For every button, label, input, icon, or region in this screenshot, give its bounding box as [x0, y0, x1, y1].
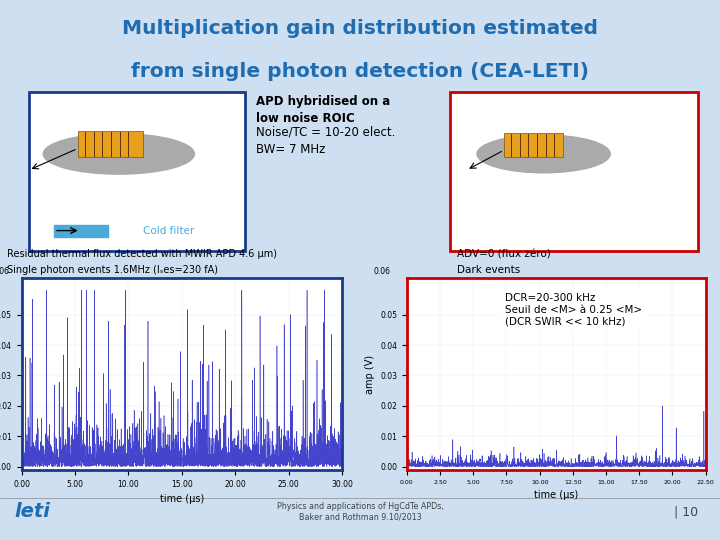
Ellipse shape [477, 135, 611, 173]
FancyBboxPatch shape [450, 92, 698, 251]
Text: | 10: | 10 [674, 505, 698, 518]
Text: leti: leti [14, 502, 50, 522]
Text: Physics and applications of HgCdTe APDs,
Baker and Rothman 9.10/2013: Physics and applications of HgCdTe APDs,… [276, 502, 444, 522]
FancyBboxPatch shape [504, 133, 563, 157]
Text: 0.06: 0.06 [374, 267, 391, 276]
Text: Cold filter: Cold filter [143, 226, 194, 235]
X-axis label: time (μs): time (μs) [160, 494, 204, 504]
Text: Single photon events 1.6MHz (Iₛes=230 fA): Single photon events 1.6MHz (Iₛes=230 fA… [7, 265, 218, 275]
X-axis label: time (μs): time (μs) [534, 490, 578, 500]
Text: Noise/TC = 10-20 elect.
BW= 7 MHz: Noise/TC = 10-20 elect. BW= 7 MHz [256, 125, 395, 156]
Text: Residual thermal flux detected with MWIR APD 4.6 μm): Residual thermal flux detected with MWIR… [7, 249, 277, 260]
Text: DCR=20-300 kHz
Seuil de <M> à 0.25 <M>
(DCR SWIR << 10 kHz): DCR=20-300 kHz Seuil de <M> à 0.25 <M> (… [505, 293, 642, 327]
Text: Dark events: Dark events [457, 265, 521, 275]
FancyBboxPatch shape [78, 131, 143, 157]
FancyBboxPatch shape [54, 225, 108, 237]
Text: APD hybridised on a
low noise ROIC: APD hybridised on a low noise ROIC [256, 94, 390, 125]
Y-axis label: amp (V): amp (V) [364, 354, 374, 394]
Text: ADV=0 (flux zéro): ADV=0 (flux zéro) [457, 249, 551, 260]
Text: 0.06: 0.06 [0, 267, 10, 276]
Text: from single photon detection (CEA-LETI): from single photon detection (CEA-LETI) [131, 62, 589, 81]
FancyBboxPatch shape [29, 92, 245, 251]
Text: Multiplication gain distribution estimated: Multiplication gain distribution estimat… [122, 19, 598, 38]
Ellipse shape [43, 134, 194, 174]
